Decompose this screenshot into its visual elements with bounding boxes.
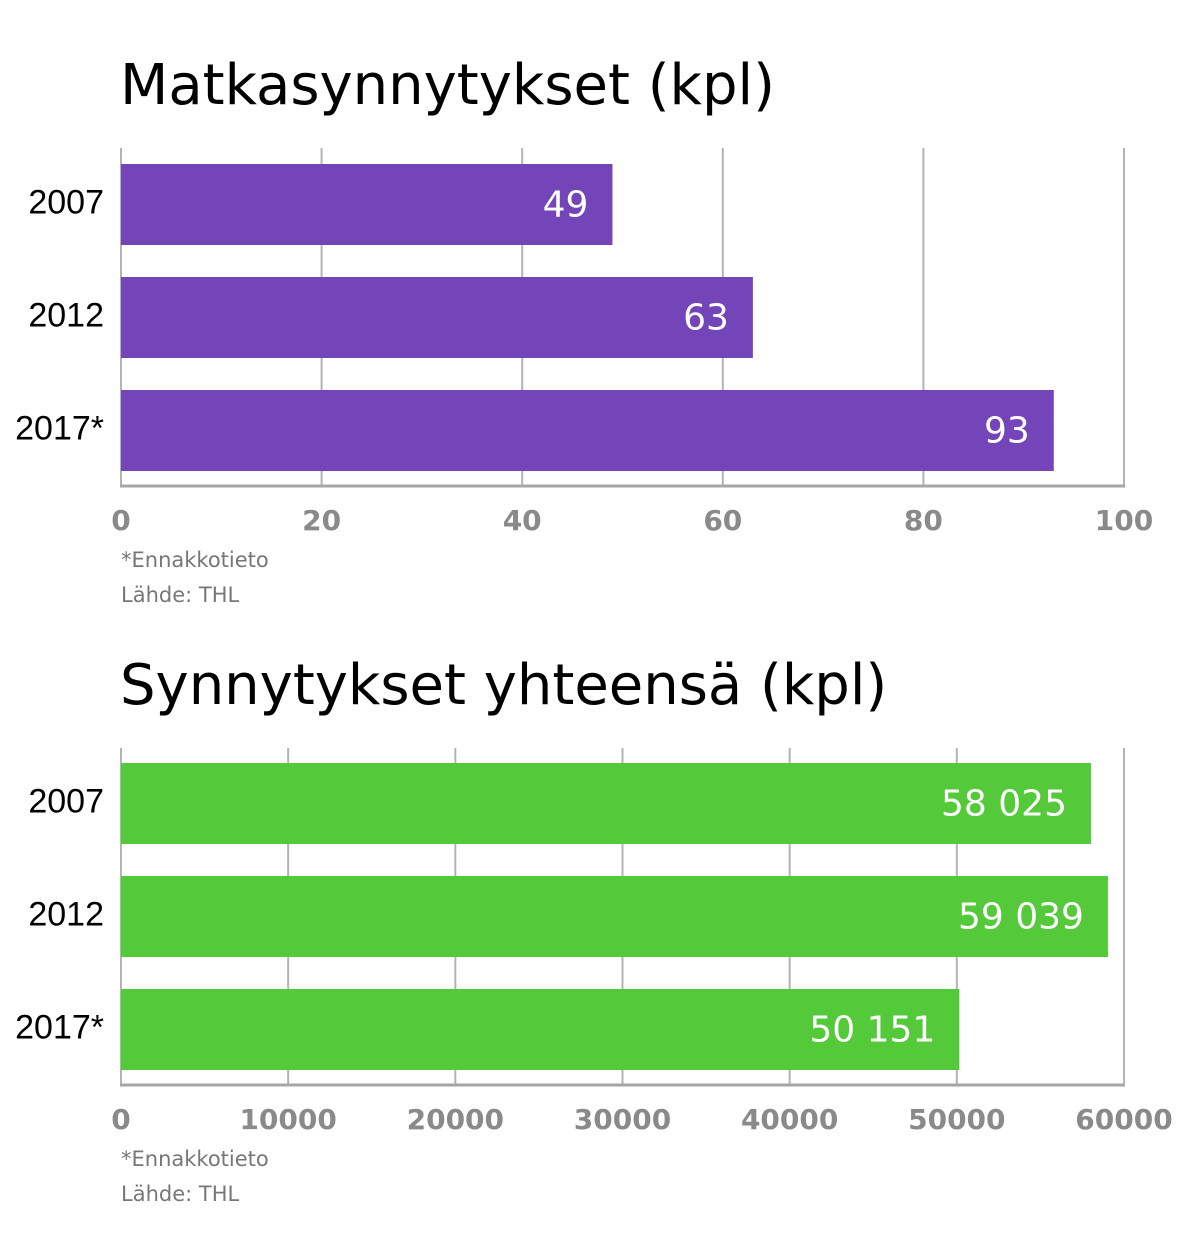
bar — [121, 164, 613, 245]
x-tick-label: 60 — [703, 504, 742, 537]
x-tick-label: 80 — [904, 504, 943, 537]
bar — [121, 390, 1054, 471]
x-tick-label: 40000 — [741, 1103, 838, 1136]
x-tick-label: 60000 — [1075, 1103, 1172, 1136]
data-label: 58 025 — [941, 784, 1067, 825]
category-label: 2007 — [28, 183, 104, 221]
source-note: Lähde: THL — [121, 583, 240, 607]
x-tick-label: 30000 — [574, 1103, 671, 1136]
x-tick-label: 40 — [503, 504, 542, 537]
source-note: Lähde: THL — [121, 1182, 240, 1206]
x-tick-label: 20000 — [407, 1103, 504, 1136]
category-label: 2007 — [28, 782, 104, 820]
chart-plot: 0 20 40 60 80 100 2007 49 2012 63 2017* 93 — [15, 148, 1153, 537]
footnote: *Ennakkotieto — [121, 548, 269, 572]
data-label: 59 039 — [958, 897, 1084, 938]
bar — [121, 763, 1091, 844]
x-tick-label: 50000 — [908, 1103, 1005, 1136]
bar — [121, 277, 753, 358]
bar — [121, 876, 1108, 957]
chart-title: Synnytykset yhteensä (kpl) — [120, 653, 888, 718]
category-label: 2017* — [15, 1008, 104, 1046]
chart-total-births: 0 10000 20000 30000 40000 50000 60000 2007 58 02… — [0, 620, 1199, 1260]
category-label: 2012 — [28, 895, 104, 933]
data-label: 49 — [543, 185, 589, 226]
data-label: 93 — [984, 411, 1030, 452]
x-tick-label: 0 — [111, 504, 130, 537]
x-tick-label: 100 — [1095, 504, 1153, 537]
footnote: *Ennakkotieto — [121, 1147, 269, 1171]
x-tick-label: 10000 — [239, 1103, 336, 1136]
data-label: 50 151 — [809, 1010, 935, 1051]
chart-travel-births: 0 20 40 60 80 100 2007 49 2012 63 2017* 93 Matkasyn… — [0, 0, 1199, 620]
x-tick-label: 20 — [302, 504, 341, 537]
chart-plot: 0 10000 20000 30000 40000 50000 60000 2007 58 02… — [15, 748, 1173, 1136]
x-tick-label: 0 — [111, 1103, 130, 1136]
chart-title: Matkasynnytykset (kpl) — [120, 53, 775, 118]
bar — [121, 989, 960, 1070]
category-label: 2017* — [15, 409, 104, 447]
category-label: 2012 — [28, 296, 104, 334]
data-label: 63 — [683, 298, 729, 339]
